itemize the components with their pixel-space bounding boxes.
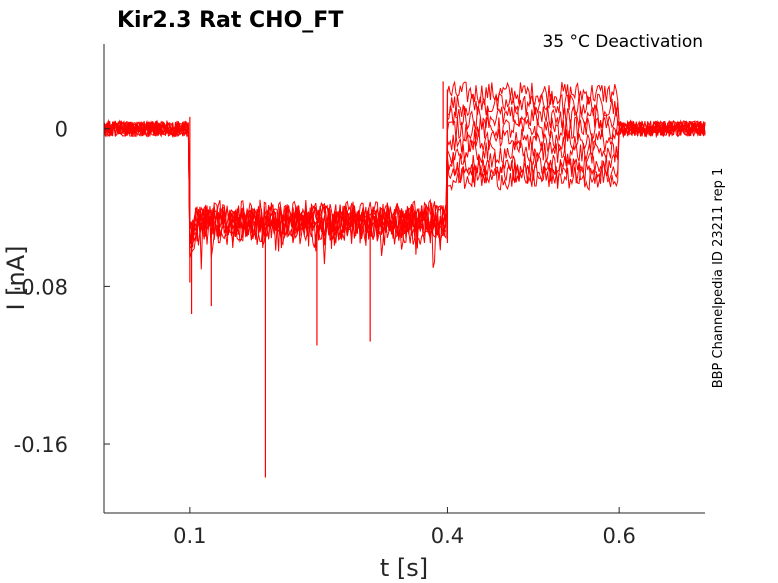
traces-group <box>103 80 706 478</box>
y-tick-label: 0 <box>55 118 68 142</box>
x-tick-label: 0.6 <box>602 524 635 548</box>
chart-subtitle: 35 °C Deactivation <box>542 32 703 52</box>
current-trace-4 <box>103 116 706 248</box>
y-axis-label: I [nA] <box>2 245 30 310</box>
y-tick-label: -0.08 <box>14 275 68 299</box>
y-tick-label: -0.16 <box>14 433 68 457</box>
y-ticks: 0 -0.08 -0.16 <box>14 118 110 457</box>
x-tick-label: 0.4 <box>431 524 464 548</box>
chart-title: Kir2.3 Rat CHO_FT <box>117 8 343 33</box>
x-ticks: 0.1 0.4 0.6 <box>173 507 636 548</box>
side-note: BBP Channelpedia ID 23211 rep 1 <box>711 168 726 389</box>
current-trace-8 <box>103 119 706 255</box>
current-trace-9 <box>103 119 706 251</box>
current-trace-1 <box>103 80 706 258</box>
x-tick-label: 0.1 <box>173 524 206 548</box>
x-axis-label: t [s] <box>380 554 428 582</box>
